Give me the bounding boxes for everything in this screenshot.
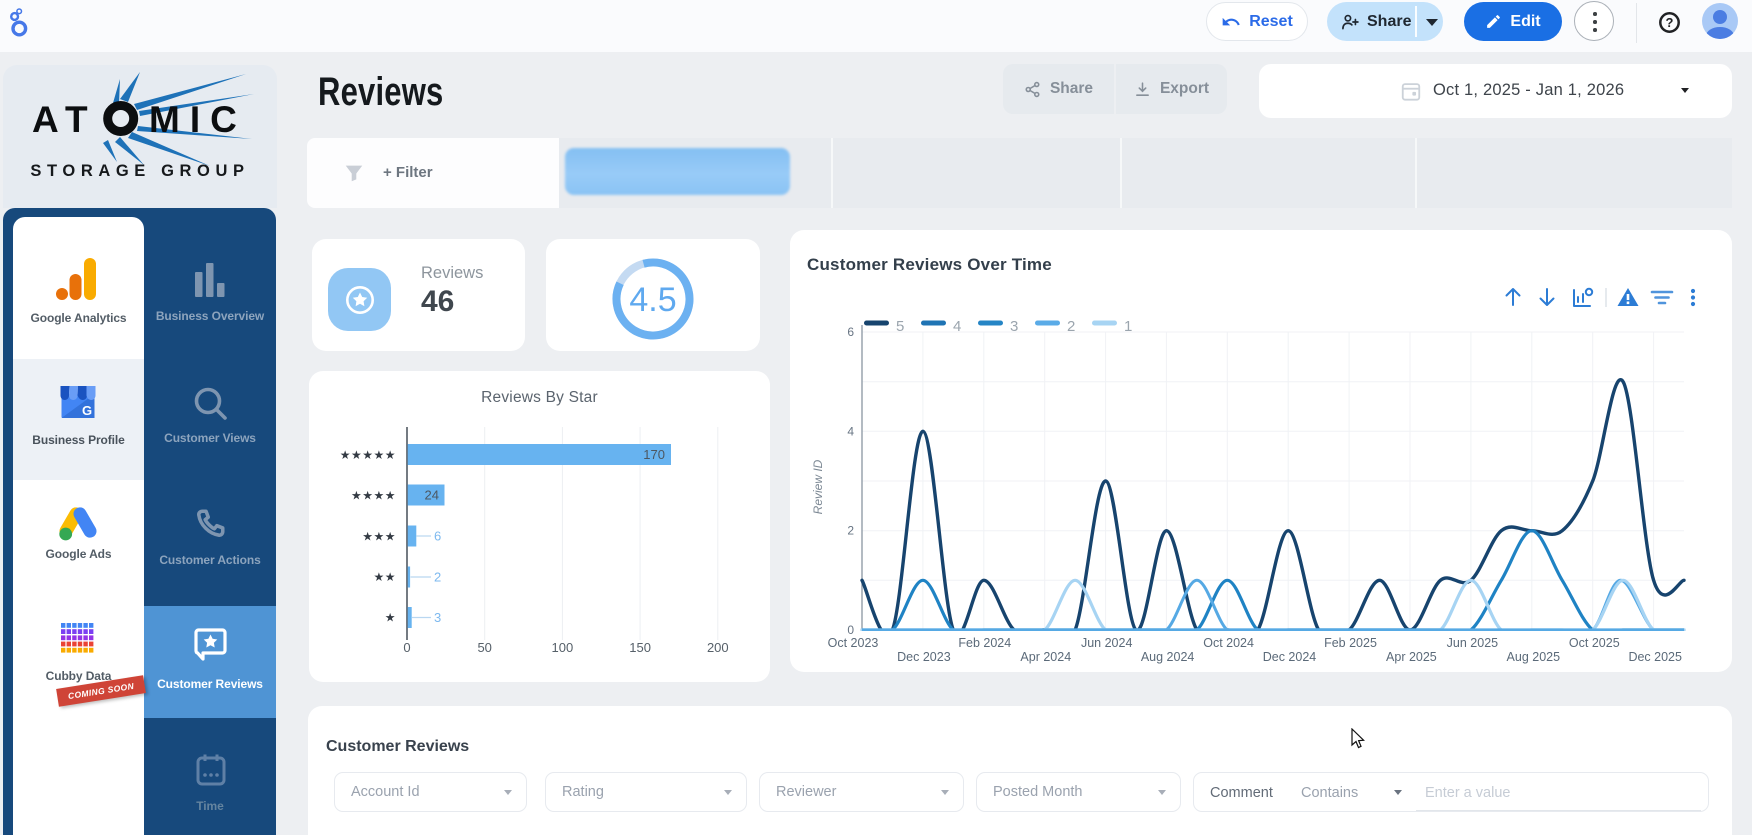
svg-text:150: 150 [629, 640, 651, 655]
svg-text:★★★★: ★★★★ [351, 489, 396, 503]
svg-text:G: G [82, 403, 92, 418]
svg-text:Apr 2024: Apr 2024 [1020, 650, 1071, 664]
svg-text:Jun 2025: Jun 2025 [1447, 636, 1498, 650]
svg-text:200: 200 [707, 640, 729, 655]
svg-text:Oct 2025: Oct 2025 [1569, 636, 1620, 650]
svg-text:Review ID: Review ID [811, 459, 825, 514]
svg-text:2: 2 [847, 524, 854, 538]
svg-text:1: 1 [1124, 318, 1132, 335]
svg-text:24: 24 [425, 488, 439, 503]
svg-text:4: 4 [953, 318, 961, 335]
svg-text:Jun 2024: Jun 2024 [1081, 636, 1132, 650]
svg-text:0: 0 [847, 623, 854, 637]
svg-text:Aug 2025: Aug 2025 [1507, 650, 1561, 664]
svg-text:?: ? [1666, 15, 1674, 30]
svg-text:★★: ★★ [373, 570, 396, 584]
svg-text:AT: AT [32, 99, 97, 140]
svg-text:Feb 2024: Feb 2024 [958, 636, 1011, 650]
svg-text:★★★★★: ★★★★★ [340, 448, 396, 462]
svg-text:3: 3 [434, 610, 441, 625]
svg-text:MIC: MIC [149, 99, 247, 140]
svg-text:★: ★ [385, 611, 396, 625]
svg-text:3: 3 [1010, 318, 1018, 335]
svg-text:Apr 2025: Apr 2025 [1386, 650, 1437, 664]
svg-text:100: 100 [552, 640, 574, 655]
svg-text:Dec 2024: Dec 2024 [1263, 650, 1317, 664]
svg-text:0: 0 [403, 640, 410, 655]
svg-text:2: 2 [434, 570, 441, 585]
svg-text:Dec 2023: Dec 2023 [897, 650, 951, 664]
svg-text:Oct 2023: Oct 2023 [828, 636, 879, 650]
svg-text:Oct 2024: Oct 2024 [1203, 636, 1254, 650]
svg-text:★★★: ★★★ [362, 530, 396, 544]
svg-text:5: 5 [896, 318, 904, 335]
svg-text:6: 6 [847, 325, 854, 339]
svg-text:2: 2 [1067, 318, 1075, 335]
svg-text:6: 6 [434, 529, 441, 544]
svg-text:Aug 2024: Aug 2024 [1141, 650, 1195, 664]
svg-text:170: 170 [643, 447, 665, 462]
svg-text:Feb 2025: Feb 2025 [1324, 636, 1377, 650]
svg-text:Dec 2025: Dec 2025 [1628, 650, 1682, 664]
svg-text:4: 4 [847, 424, 854, 438]
svg-text:50: 50 [477, 640, 491, 655]
